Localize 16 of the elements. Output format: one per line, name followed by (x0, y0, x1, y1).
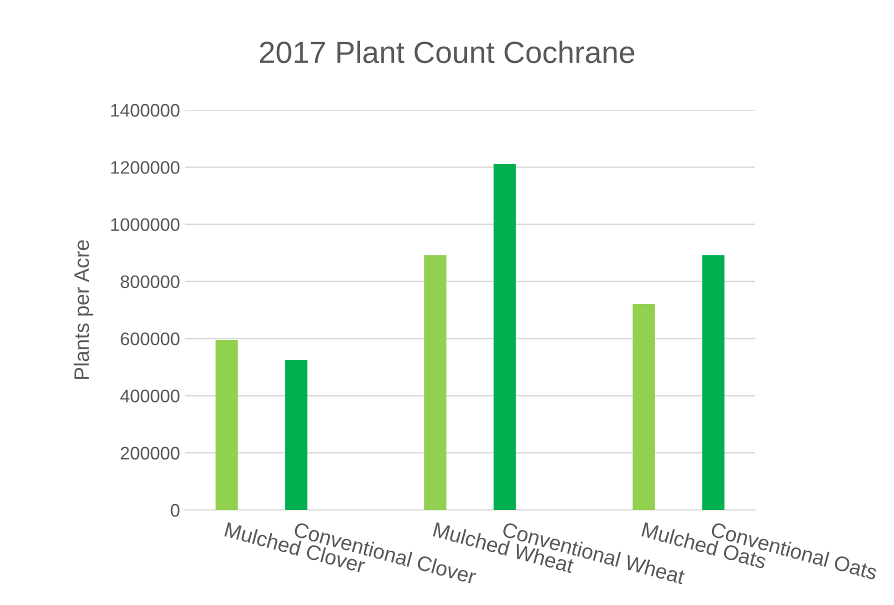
y-tick-label: 800000 (120, 275, 180, 288)
y-axis-title: Plants per Acre (74, 240, 94, 379)
y-tick-label: 400000 (120, 390, 180, 402)
bar (424, 255, 446, 510)
bar (494, 164, 516, 510)
chart-title: 2017 Plant Count Cochrane (260, 40, 634, 64)
y-tick-label: 1400000 (111, 104, 180, 117)
y-tick-label: 600000 (120, 332, 180, 346)
y-tick-label: 1000000 (111, 218, 180, 232)
y-tick-label: 0 (170, 504, 180, 517)
bar (216, 340, 238, 510)
bar (632, 304, 655, 510)
y-tick-label: 200000 (120, 446, 180, 460)
bar (702, 255, 724, 510)
bar (285, 360, 308, 510)
y-tick-label: 1200000 (111, 161, 180, 174)
